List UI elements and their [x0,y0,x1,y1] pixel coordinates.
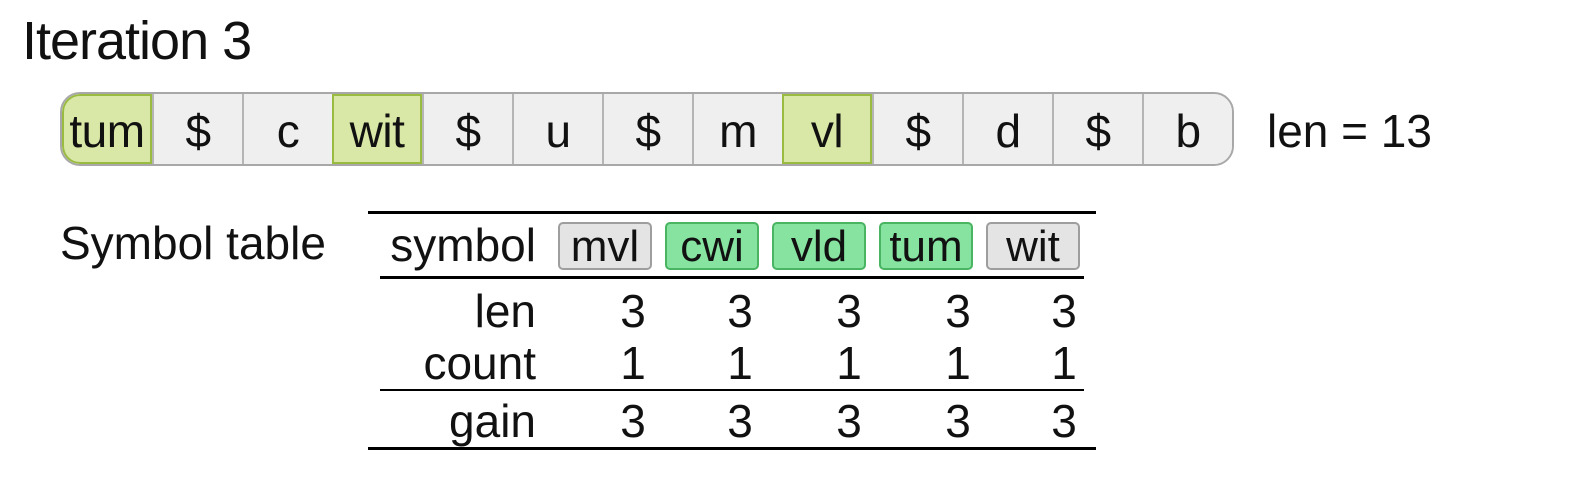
count-value: 1 [1051,337,1077,389]
token-sequence: tum $ c wit $ u $ m vl $ d $ b [60,92,1234,166]
count-value: 1 [836,337,862,389]
token-cell: $ [872,94,962,164]
symbol-chip: cwi [665,222,759,270]
len-value: 3 [620,285,646,337]
len-value: 3 [945,285,971,337]
len-value: 3 [1051,285,1077,337]
table-bottom-rule [368,447,1096,450]
sequence-length-label: len = 13 [1267,105,1432,157]
token-cell: $ [152,94,242,164]
symbol-chip: vld [772,222,866,270]
token-cell: m [692,94,782,164]
symbol-chip: tum [879,222,973,270]
token-cell: wit [332,94,422,164]
row-label-count: count [423,337,536,389]
gain-value: 3 [727,395,753,447]
token-cell: u [512,94,602,164]
gain-value: 3 [1051,395,1077,447]
count-value: 1 [727,337,753,389]
symbol-table-label: Symbol table [60,217,326,269]
len-value: 3 [836,285,862,337]
row-label-symbol: symbol [390,219,536,271]
token-cell: $ [422,94,512,164]
count-value: 1 [620,337,646,389]
gain-value: 3 [620,395,646,447]
gain-value: 3 [945,395,971,447]
table-mid-rule [380,389,1084,391]
table-top-rule [368,211,1096,214]
token-cell: tum [62,94,152,164]
token-cell: $ [602,94,692,164]
len-value: 3 [727,285,753,337]
table-header-rule [380,276,1084,279]
gain-value: 3 [836,395,862,447]
token-cell: vl [782,94,872,164]
token-cell: $ [1052,94,1142,164]
row-label-gain: gain [449,395,536,447]
symbol-chip: wit [986,222,1080,270]
token-cell: c [242,94,332,164]
count-value: 1 [945,337,971,389]
token-cell: b [1142,94,1232,164]
symbol-chip: mvl [558,222,652,270]
token-cell: d [962,94,1052,164]
iteration-title: Iteration 3 [22,11,252,71]
row-label-len: len [474,285,536,337]
